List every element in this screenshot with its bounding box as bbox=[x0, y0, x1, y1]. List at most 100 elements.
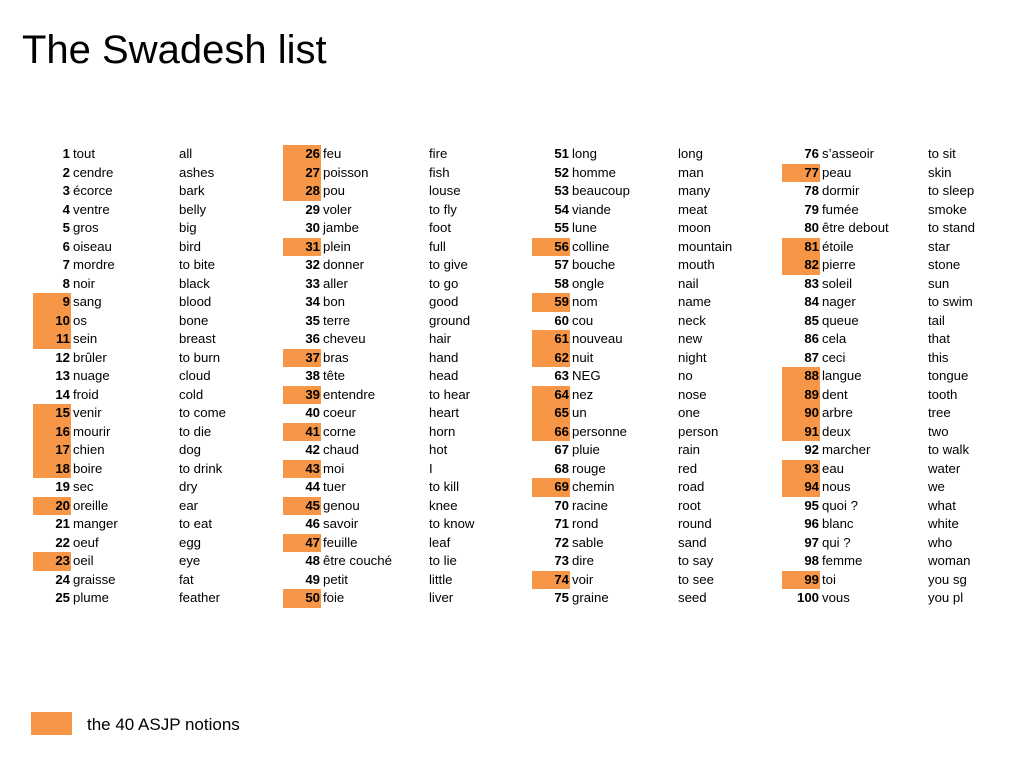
item-number: 7 bbox=[62, 257, 70, 272]
item-number-highlighted: 82 bbox=[782, 256, 820, 275]
item-number-highlighted: 81 bbox=[782, 237, 820, 256]
french-word: qui ? bbox=[822, 534, 851, 550]
english-word: to burn bbox=[179, 349, 221, 365]
french-word: plein bbox=[323, 238, 351, 254]
french-word: chien bbox=[73, 442, 105, 457]
item-number: 13 bbox=[55, 368, 70, 383]
french-word: ventre bbox=[73, 201, 110, 217]
item-number: 34 bbox=[305, 294, 320, 309]
english-word: to sleep bbox=[928, 183, 975, 198]
english-word: to eat bbox=[179, 516, 212, 531]
item-number-highlighted: 89 bbox=[782, 385, 820, 404]
french-word: ceci bbox=[822, 349, 846, 365]
french-word: sang bbox=[73, 294, 102, 309]
item-number-highlighted: 27 bbox=[283, 163, 321, 182]
french-word: aller bbox=[323, 275, 348, 291]
english-word: to say bbox=[678, 553, 714, 568]
english-word: louse bbox=[429, 183, 461, 198]
item-number-highlighted: 91 bbox=[782, 422, 820, 441]
french-word: noir bbox=[73, 275, 95, 291]
item-number-highlighted: 99 bbox=[782, 570, 820, 589]
french-word: coeur bbox=[323, 405, 356, 420]
english-word: this bbox=[928, 349, 949, 365]
item-number: 25 bbox=[55, 590, 70, 605]
english-word: nail bbox=[678, 275, 699, 291]
english-word: stone bbox=[928, 257, 961, 272]
item-number: 42 bbox=[305, 442, 320, 457]
english-word: eye bbox=[179, 553, 201, 568]
item-number-highlighted: 45 bbox=[283, 496, 321, 515]
english-word: man bbox=[678, 164, 704, 180]
french-word: soleil bbox=[822, 275, 853, 291]
english-word: to give bbox=[429, 257, 468, 272]
english-word: sun bbox=[928, 275, 950, 291]
english-word: ear bbox=[179, 497, 199, 513]
english-word: night bbox=[678, 349, 707, 365]
french-word: chaud bbox=[323, 442, 359, 457]
english-word: tree bbox=[928, 405, 951, 420]
item-number: 48 bbox=[305, 553, 320, 568]
item-number-highlighted: 74 bbox=[532, 570, 570, 589]
item-number-highlighted: 94 bbox=[782, 478, 820, 497]
item-number-highlighted: 20 bbox=[33, 496, 71, 515]
english-word: to see bbox=[678, 571, 714, 587]
french-word: sec bbox=[73, 479, 94, 494]
french-word: dent bbox=[822, 386, 848, 402]
french-word: homme bbox=[572, 164, 616, 180]
english-word: seed bbox=[678, 590, 707, 605]
french-word: être couché bbox=[323, 553, 392, 568]
item-number: 36 bbox=[305, 331, 320, 346]
french-word: feu bbox=[323, 146, 342, 161]
item-number: 3 bbox=[62, 183, 70, 198]
item-number: 87 bbox=[804, 349, 819, 365]
item-number-highlighted: 65 bbox=[532, 404, 570, 423]
item-number: 21 bbox=[55, 516, 70, 531]
english-word: egg bbox=[179, 534, 202, 550]
french-word: nager bbox=[822, 294, 856, 309]
french-word: long bbox=[572, 146, 597, 161]
english-word: dog bbox=[179, 442, 202, 457]
french-word: boire bbox=[73, 460, 103, 476]
item-number-highlighted: 28 bbox=[283, 182, 321, 201]
english-word: who bbox=[928, 534, 953, 550]
english-word: little bbox=[429, 571, 453, 587]
french-word: manger bbox=[73, 516, 118, 531]
item-number-highlighted: 16 bbox=[33, 422, 71, 441]
french-word: oreille bbox=[73, 497, 109, 513]
legend-swatch bbox=[31, 712, 72, 735]
item-number-highlighted: 93 bbox=[782, 459, 820, 478]
item-number: 51 bbox=[554, 146, 569, 161]
french-word: voler bbox=[323, 201, 352, 217]
french-word: nouveau bbox=[572, 331, 623, 346]
item-number-highlighted: 43 bbox=[283, 459, 321, 478]
french-word: marcher bbox=[822, 442, 871, 457]
french-word: rouge bbox=[572, 460, 606, 476]
item-number: 71 bbox=[554, 516, 569, 531]
french-word: viande bbox=[572, 201, 611, 217]
french-word: nous bbox=[822, 479, 851, 494]
french-word: gros bbox=[73, 220, 99, 235]
item-number-highlighted: 18 bbox=[33, 459, 71, 478]
item-number: 4 bbox=[62, 201, 70, 217]
english-word: to drink bbox=[179, 460, 223, 476]
english-word: to come bbox=[179, 405, 226, 420]
french-word: donner bbox=[323, 257, 365, 272]
french-word: brûler bbox=[73, 349, 107, 365]
english-word: water bbox=[928, 460, 961, 476]
french-word: langue bbox=[822, 368, 862, 383]
english-word: breast bbox=[179, 331, 216, 346]
item-number: 29 bbox=[305, 201, 320, 217]
french-word: poisson bbox=[323, 164, 369, 180]
english-word: red bbox=[678, 460, 698, 476]
french-word: beaucoup bbox=[572, 183, 630, 198]
french-word: tête bbox=[323, 368, 345, 383]
item-number-highlighted: 41 bbox=[283, 422, 321, 441]
item-number: 73 bbox=[554, 553, 569, 568]
english-word: that bbox=[928, 331, 950, 346]
french-word: tuer bbox=[323, 479, 346, 494]
english-word: foot bbox=[429, 220, 451, 235]
item-number-highlighted: 69 bbox=[532, 478, 570, 497]
english-word: tongue bbox=[928, 368, 969, 383]
item-number-highlighted: 50 bbox=[283, 589, 321, 608]
english-word: liver bbox=[429, 590, 454, 605]
